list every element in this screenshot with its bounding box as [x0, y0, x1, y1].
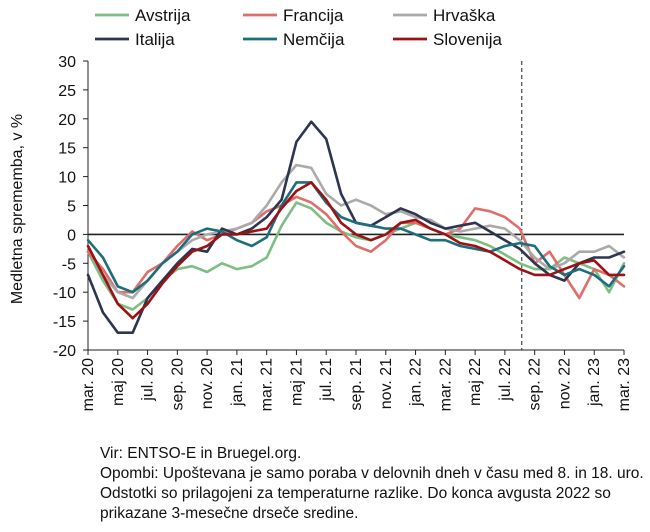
x-tick-label: sep. 20: [169, 358, 186, 411]
remarks-note: Opombi: Upoštevana je samo poraba v delo…: [100, 465, 644, 522]
source-note: Vir: ENTSO-E in Bruegel.org.: [100, 445, 302, 462]
legend-label-slovenija: Slovenija: [433, 30, 503, 49]
x-tick-label: jan. 21: [229, 358, 246, 407]
x-tick-label: sep. 21: [348, 358, 365, 411]
x-tick-label: jul. 20: [140, 358, 157, 402]
x-tick-label: jul. 21: [318, 358, 335, 402]
x-tick-label: mar. 23: [616, 358, 633, 411]
y-tick-label: 25: [58, 83, 76, 100]
x-tick-label: mar. 20: [80, 358, 97, 411]
notes: Vir: ENTSO-E in Bruegel.org. Opombi: Upo…: [100, 444, 645, 524]
series-line-avstrija: [86, 201, 626, 311]
legend: Avstrija Francija Hrvaška Italija Nemčija Slo…: [95, 6, 503, 49]
y-tick-label: 10: [58, 170, 76, 187]
y-tick-label: 20: [58, 112, 76, 129]
y-tick-label: 15: [58, 141, 76, 158]
x-tick-label: mar. 21: [259, 358, 276, 411]
legend-label-nemcija: Nemčija: [283, 30, 345, 49]
y-axis: -20 -15 -10 -5 0 5 10 15 20 25 30: [53, 54, 89, 360]
x-tick-label: maj 22: [467, 358, 484, 406]
legend-label-italija: Italija: [135, 30, 175, 49]
y-tick-label: -5: [62, 256, 76, 273]
x-tick-label: jan. 22: [408, 358, 425, 407]
series-line-francija: [86, 195, 626, 300]
x-tick-label: nov. 20: [199, 358, 216, 409]
x-tick-label: sep. 22: [527, 358, 544, 411]
x-tick-label: nov. 21: [378, 358, 395, 409]
line-chart: Avstrija Francija Hrvaška Italija Nemčija Slo…: [9, 6, 633, 411]
x-axis: mar. 20 maj 20 jul. 20 sep. 20 nov. 20 jan. 2…: [80, 349, 633, 411]
series-lines: [86, 120, 626, 335]
series-line-italija: [86, 120, 626, 335]
legend-label-francija: Francija: [283, 6, 344, 25]
y-tick-label: -10: [53, 285, 76, 302]
legend-label-hrvaska: Hrvaška: [433, 6, 496, 25]
series-line-slovenija: [86, 181, 626, 320]
x-tick-label: maj 20: [110, 358, 127, 406]
x-tick-label: nov. 22: [556, 358, 573, 409]
y-tick-label: 5: [67, 199, 76, 216]
x-tick-label: maj 21: [288, 358, 305, 406]
y-tick-label: -20: [53, 343, 76, 360]
x-tick-label: mar. 22: [437, 358, 454, 411]
y-tick-label: -15: [53, 314, 76, 331]
x-tick-label: jul. 22: [497, 358, 514, 402]
y-tick-label: 0: [67, 227, 76, 244]
series-line-nemcija: [86, 181, 626, 294]
y-axis-title: Medletna sprememba, v %: [9, 114, 26, 304]
y-tick-label: 30: [58, 54, 76, 71]
x-tick-label: jan. 23: [586, 358, 603, 407]
legend-label-avstrija: Avstrija: [135, 6, 191, 25]
